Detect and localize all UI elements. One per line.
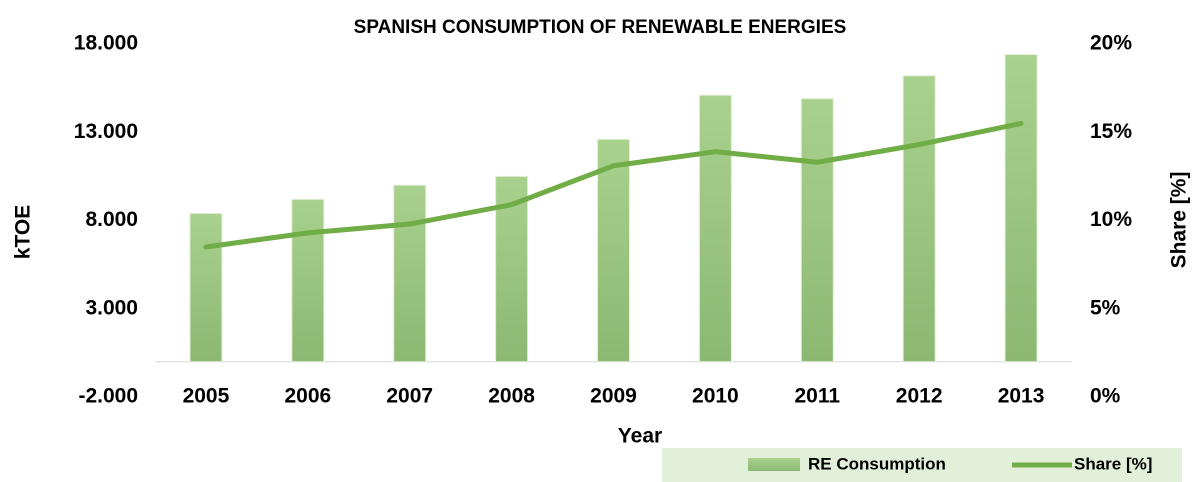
y2-axis-title: Share [%]	[1168, 172, 1191, 269]
y-axis-title: kTOE	[12, 205, 35, 259]
x-tick-label: 2007	[386, 385, 433, 408]
legend-swatch-bar	[748, 458, 800, 471]
x-tick-label: 2010	[692, 385, 739, 408]
y-tick-label: 8.000	[85, 208, 138, 231]
y2-tick-label: 10%	[1090, 208, 1132, 231]
bar	[1004, 54, 1038, 363]
bar	[393, 184, 427, 363]
x-tick-label: 2006	[284, 385, 331, 408]
y-tick-label: 3.000	[85, 296, 138, 319]
y2-tick-label: 0%	[1090, 385, 1121, 408]
y2-tick-label: 5%	[1090, 296, 1121, 319]
x-tick-label: 2009	[590, 385, 637, 408]
x-axis-title: Year	[618, 425, 662, 448]
legend-label: RE Consumption	[808, 454, 946, 473]
bar	[291, 198, 325, 363]
bar	[800, 98, 834, 363]
bar	[189, 212, 223, 363]
y-tick-label: -2.000	[78, 385, 138, 408]
x-tick-label: 2005	[183, 385, 230, 408]
y2-tick-label: 20%	[1090, 32, 1132, 55]
x-tick-label: 2011	[794, 385, 840, 408]
x-tick-label: 2012	[896, 385, 943, 408]
x-tick-label: 2008	[488, 385, 535, 408]
y-tick-label: 13.000	[74, 120, 138, 143]
chart-title: SPANISH CONSUMPTION OF RENEWABLE ENERGIE…	[354, 17, 847, 38]
bar	[698, 94, 732, 363]
share-line	[203, 120, 1024, 250]
bar	[597, 138, 630, 363]
legend-label: Share [%]	[1074, 454, 1152, 473]
x-tick-label: 2013	[998, 385, 1045, 408]
y-tick-label: 18.000	[74, 32, 138, 55]
bar	[902, 75, 936, 363]
y2-tick-label: 15%	[1090, 120, 1132, 143]
